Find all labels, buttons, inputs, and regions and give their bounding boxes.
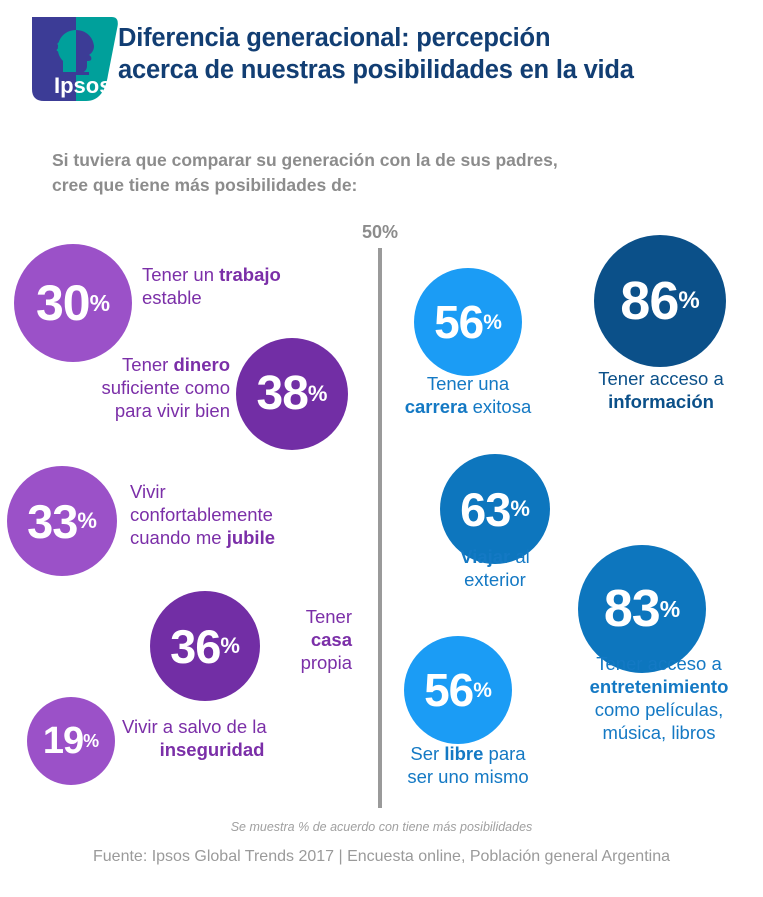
bubble-percent-sign: % [678, 287, 700, 314]
caption-line: Tener dinero [122, 354, 230, 375]
chart-source: Fuente: Ipsos Global Trends 2017 | Encue… [93, 848, 670, 865]
caption-acceso-entretenimiento: Tener acceso a entretenimiento como pelí… [564, 652, 754, 744]
bubble-percent-sign: % [77, 508, 97, 533]
caption-line: Viajar al [460, 546, 530, 567]
caption-line: estable [142, 287, 202, 308]
caption-vivir-confortablemente: Vivir confortablemente cuando me jubile [130, 480, 345, 549]
caption-line: propia [300, 652, 352, 673]
subtitle-line-1: Si tuviera que comparar su generación co… [52, 150, 558, 170]
caption-line: Vivir a salvo de la [122, 716, 267, 737]
header: Ipsos Diferencia generacional: percepció… [0, 0, 763, 118]
bubble-inseguridad[interactable]: 19% [27, 697, 115, 785]
bubble-acceso-entretenimiento[interactable]: 83% [578, 545, 706, 673]
reference-line-label: 50% [362, 222, 399, 242]
bubble-percent-sign: % [220, 633, 240, 658]
bubble-percent-sign: % [473, 678, 492, 702]
chart-note: Se muestra % de acuerdo con tiene más po… [230, 820, 533, 834]
caption-line: Tener un trabajo [142, 264, 281, 285]
bubble-value: 33 [27, 494, 78, 548]
caption-line: exterior [464, 569, 526, 590]
caption-line: cuando me jubile [130, 527, 275, 548]
page-title: Diferencia generacional: percepción acer… [118, 22, 758, 86]
caption-line: Ser libre para [410, 743, 526, 764]
bubble-value: 56 [424, 664, 474, 716]
caption-carrera-exitosa: Tener una carrera exitosa [392, 372, 544, 418]
caption-line: música, libros [602, 722, 716, 743]
caption-line: Tener acceso a [598, 368, 724, 389]
ipsos-head-icon: Ipsos [32, 17, 118, 101]
caption-line: Tener acceso a [596, 653, 722, 674]
bubble-value: 63 [460, 482, 511, 536]
caption-line: Vivir [130, 481, 166, 502]
subtitle-line-2: cree que tiene más posibilidades de: [52, 175, 358, 195]
bubble-percent-sign: % [89, 289, 111, 316]
caption-casa-propia: Tener casa propia [262, 605, 352, 674]
bubble-value: 86 [620, 271, 679, 331]
caption-line: confortablemente [130, 504, 273, 525]
caption-line: carrera exitosa [404, 396, 532, 417]
caption-trabajo-estable: Tener un trabajo estable [142, 263, 342, 309]
caption-line: inseguridad [159, 739, 265, 760]
caption-line: casa [310, 629, 352, 650]
bubble-vivir-confortablemente[interactable]: 33% [7, 466, 117, 576]
bubble-casa-propia[interactable]: 36% [150, 591, 260, 701]
bubble-value: 83 [603, 580, 661, 638]
bubble-dinero-suficiente[interactable]: 38% [236, 338, 348, 450]
caption-line: ser uno mismo [407, 766, 529, 787]
caption-viajar-exterior: Viajar al exterior [420, 545, 570, 591]
bubble-value: 36 [170, 619, 221, 673]
title-line-2: acerca de nuestras posibilidades en la v… [118, 56, 634, 84]
bubble-value: 38 [256, 367, 309, 420]
caption-acceso-informacion: Tener acceso a información [576, 367, 746, 413]
title-line-1: Diferencia generacional: percepción [118, 24, 551, 52]
bubble-percent-sign: % [83, 731, 100, 751]
bubble-value: 30 [35, 275, 91, 331]
caption-dinero-suficiente: Tener dinero suficiente como para vivir … [48, 353, 230, 422]
caption-line: suficiente como [101, 377, 230, 398]
bubble-percent-sign: % [510, 496, 530, 521]
bubble-value: 19 [42, 720, 84, 762]
caption-line: Tener una [426, 373, 510, 394]
caption-line: para vivir bien [114, 400, 230, 421]
bubble-trabajo-estable[interactable]: 30% [14, 244, 132, 362]
bubble-carrera-exitosa[interactable]: 56% [414, 268, 522, 376]
caption-line: Tener [305, 606, 352, 627]
bubble-ser-libre[interactable]: 56% [404, 636, 512, 744]
bubble-percent-sign: % [659, 595, 681, 622]
bubble-percent-sign: % [483, 310, 502, 334]
caption-line: entretenimiento [589, 676, 729, 697]
caption-line: como películas, [594, 699, 724, 720]
reference-line [378, 248, 382, 808]
caption-line: información [608, 391, 714, 412]
bubble-value: 56 [434, 296, 484, 348]
caption-ser-libre: Ser libre para ser uno mismo [388, 742, 548, 788]
bubble-percent-sign: % [307, 381, 328, 406]
caption-inseguridad: Vivir a salvo de la inseguridad [122, 715, 342, 761]
bubble-viajar-exterior[interactable]: 63% [440, 454, 550, 564]
ipsos-logo: Ipsos [32, 17, 120, 101]
question-subtitle: Si tuviera que comparar su generación co… [52, 148, 672, 198]
bubble-acceso-informacion[interactable]: 86% [594, 235, 726, 367]
logo-wordmark: Ipsos [54, 73, 111, 98]
